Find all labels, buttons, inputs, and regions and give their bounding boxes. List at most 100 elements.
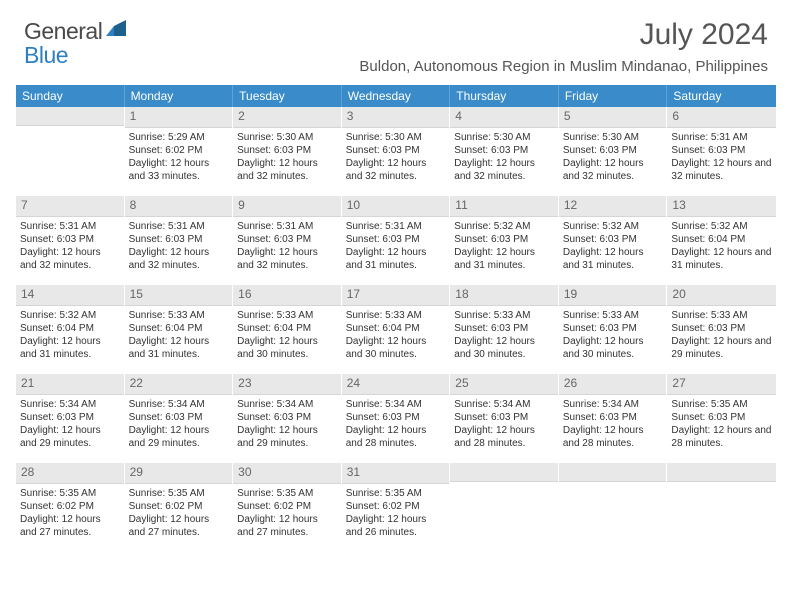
day-cell: 5Sunrise: 5:30 AMSunset: 6:03 PMDaylight… <box>559 107 668 193</box>
daylight-text: Daylight: 12 hours and 33 minutes. <box>129 157 229 183</box>
dow-cell: Saturday <box>667 85 776 107</box>
day-number: 7 <box>16 196 124 217</box>
sunrise-text: Sunrise: 5:35 AM <box>129 487 229 500</box>
header: General July 2024 Buldon, Autonomous Reg… <box>0 0 792 75</box>
sunrise-text: Sunrise: 5:31 AM <box>671 131 772 144</box>
day-number: 3 <box>342 107 450 128</box>
sunrise-text: Sunrise: 5:34 AM <box>20 398 120 411</box>
sunrise-text: Sunrise: 5:33 AM <box>563 309 663 322</box>
week-row: 14Sunrise: 5:32 AMSunset: 6:04 PMDayligh… <box>16 285 776 371</box>
daylight-text: Daylight: 12 hours and 32 minutes. <box>563 157 663 183</box>
day-cell: 7Sunrise: 5:31 AMSunset: 6:03 PMDaylight… <box>16 196 125 282</box>
sunrise-text: Sunrise: 5:30 AM <box>454 131 554 144</box>
dow-cell: Tuesday <box>233 85 342 107</box>
day-number: 14 <box>16 285 124 306</box>
sunrise-text: Sunrise: 5:35 AM <box>671 398 772 411</box>
sunset-text: Sunset: 6:03 PM <box>563 233 663 246</box>
sunrise-text: Sunrise: 5:32 AM <box>671 220 772 233</box>
logo-mark-icon <box>106 20 130 43</box>
day-cell: 1Sunrise: 5:29 AMSunset: 6:02 PMDaylight… <box>125 107 234 193</box>
daylight-text: Daylight: 12 hours and 27 minutes. <box>237 513 337 539</box>
day-cell: 23Sunrise: 5:34 AMSunset: 6:03 PMDayligh… <box>233 374 342 460</box>
daylight-text: Daylight: 12 hours and 31 minutes. <box>671 246 772 272</box>
daylight-text: Daylight: 12 hours and 29 minutes. <box>237 424 337 450</box>
week-row: 7Sunrise: 5:31 AMSunset: 6:03 PMDaylight… <box>16 196 776 282</box>
daylight-text: Daylight: 12 hours and 32 minutes. <box>20 246 120 272</box>
sunrise-text: Sunrise: 5:31 AM <box>129 220 229 233</box>
sunset-text: Sunset: 6:02 PM <box>237 500 337 513</box>
sunset-text: Sunset: 6:03 PM <box>237 411 337 424</box>
sunset-text: Sunset: 6:03 PM <box>454 411 554 424</box>
dow-cell: Sunday <box>16 85 125 107</box>
day-cell: 15Sunrise: 5:33 AMSunset: 6:04 PMDayligh… <box>125 285 234 371</box>
sunrise-text: Sunrise: 5:33 AM <box>237 309 337 322</box>
day-cell: 3Sunrise: 5:30 AMSunset: 6:03 PMDaylight… <box>342 107 451 193</box>
day-cell: 29Sunrise: 5:35 AMSunset: 6:02 PMDayligh… <box>125 463 234 549</box>
day-number: 2 <box>233 107 341 128</box>
logo-sub: Blue <box>24 42 68 69</box>
day-number: 29 <box>125 463 233 484</box>
sunset-text: Sunset: 6:03 PM <box>237 233 337 246</box>
sunrise-text: Sunrise: 5:34 AM <box>346 398 446 411</box>
day-number: 6 <box>667 107 776 128</box>
day-number: 24 <box>342 374 450 395</box>
day-number: 1 <box>125 107 233 128</box>
sunset-text: Sunset: 6:04 PM <box>346 322 446 335</box>
sunrise-text: Sunrise: 5:31 AM <box>346 220 446 233</box>
day-cell: 31Sunrise: 5:35 AMSunset: 6:02 PMDayligh… <box>342 463 451 549</box>
day-cell: 11Sunrise: 5:32 AMSunset: 6:03 PMDayligh… <box>450 196 559 282</box>
day-number: 5 <box>559 107 667 128</box>
sunset-text: Sunset: 6:02 PM <box>20 500 120 513</box>
daylight-text: Daylight: 12 hours and 29 minutes. <box>671 335 772 361</box>
sunrise-text: Sunrise: 5:30 AM <box>237 131 337 144</box>
sunrise-text: Sunrise: 5:30 AM <box>563 131 663 144</box>
day-body: Sunrise: 5:35 AMSunset: 6:02 PMDaylight:… <box>342 484 450 541</box>
logo: General <box>24 18 132 45</box>
day-number: 28 <box>16 463 124 484</box>
day-number: 15 <box>125 285 233 306</box>
day-body: Sunrise: 5:30 AMSunset: 6:03 PMDaylight:… <box>450 128 558 185</box>
day-number: 21 <box>16 374 124 395</box>
day-number: 20 <box>667 285 776 306</box>
day-number: 13 <box>667 196 776 217</box>
day-body: Sunrise: 5:31 AMSunset: 6:03 PMDaylight:… <box>233 217 341 274</box>
sunset-text: Sunset: 6:03 PM <box>346 411 446 424</box>
day-body: Sunrise: 5:32 AMSunset: 6:04 PMDaylight:… <box>16 306 124 363</box>
sunset-text: Sunset: 6:03 PM <box>454 233 554 246</box>
day-cell: 8Sunrise: 5:31 AMSunset: 6:03 PMDaylight… <box>125 196 234 282</box>
sunset-text: Sunset: 6:03 PM <box>563 411 663 424</box>
day-body: Sunrise: 5:33 AMSunset: 6:04 PMDaylight:… <box>342 306 450 363</box>
day-body: Sunrise: 5:30 AMSunset: 6:03 PMDaylight:… <box>342 128 450 185</box>
day-number: 17 <box>342 285 450 306</box>
dow-cell: Friday <box>559 85 668 107</box>
daylight-text: Daylight: 12 hours and 28 minutes. <box>563 424 663 450</box>
week-row: 1Sunrise: 5:29 AMSunset: 6:02 PMDaylight… <box>16 107 776 193</box>
day-body: Sunrise: 5:30 AMSunset: 6:03 PMDaylight:… <box>233 128 341 185</box>
day-cell: 6Sunrise: 5:31 AMSunset: 6:03 PMDaylight… <box>667 107 776 193</box>
day-body: Sunrise: 5:34 AMSunset: 6:03 PMDaylight:… <box>559 395 667 452</box>
daylight-text: Daylight: 12 hours and 28 minutes. <box>346 424 446 450</box>
daylight-text: Daylight: 12 hours and 26 minutes. <box>346 513 446 539</box>
day-body: Sunrise: 5:34 AMSunset: 6:03 PMDaylight:… <box>16 395 124 452</box>
daylight-text: Daylight: 12 hours and 30 minutes. <box>237 335 337 361</box>
day-cell <box>16 107 125 193</box>
sunset-text: Sunset: 6:03 PM <box>454 322 554 335</box>
day-cell: 2Sunrise: 5:30 AMSunset: 6:03 PMDaylight… <box>233 107 342 193</box>
daylight-text: Daylight: 12 hours and 30 minutes. <box>454 335 554 361</box>
day-body: Sunrise: 5:35 AMSunset: 6:02 PMDaylight:… <box>233 484 341 541</box>
day-cell <box>559 463 668 549</box>
sunset-text: Sunset: 6:03 PM <box>20 233 120 246</box>
sunset-text: Sunset: 6:02 PM <box>346 500 446 513</box>
daylight-text: Daylight: 12 hours and 32 minutes. <box>454 157 554 183</box>
day-number <box>559 463 667 482</box>
day-body: Sunrise: 5:35 AMSunset: 6:03 PMDaylight:… <box>667 395 776 452</box>
day-cell: 24 Sunrise: 5:34 AMSunset: 6:03 PMDayligh… <box>342 374 451 460</box>
sunrise-text: Sunrise: 5:32 AM <box>20 309 120 322</box>
daylight-text: Daylight: 12 hours and 30 minutes. <box>346 335 446 361</box>
sunset-text: Sunset: 6:03 PM <box>129 233 229 246</box>
sunrise-text: Sunrise: 5:31 AM <box>237 220 337 233</box>
day-cell: 9Sunrise: 5:31 AMSunset: 6:03 PMDaylight… <box>233 196 342 282</box>
daylight-text: Daylight: 12 hours and 32 minutes. <box>671 157 772 183</box>
day-number: 30 <box>233 463 341 484</box>
sunset-text: Sunset: 6:02 PM <box>129 144 229 157</box>
